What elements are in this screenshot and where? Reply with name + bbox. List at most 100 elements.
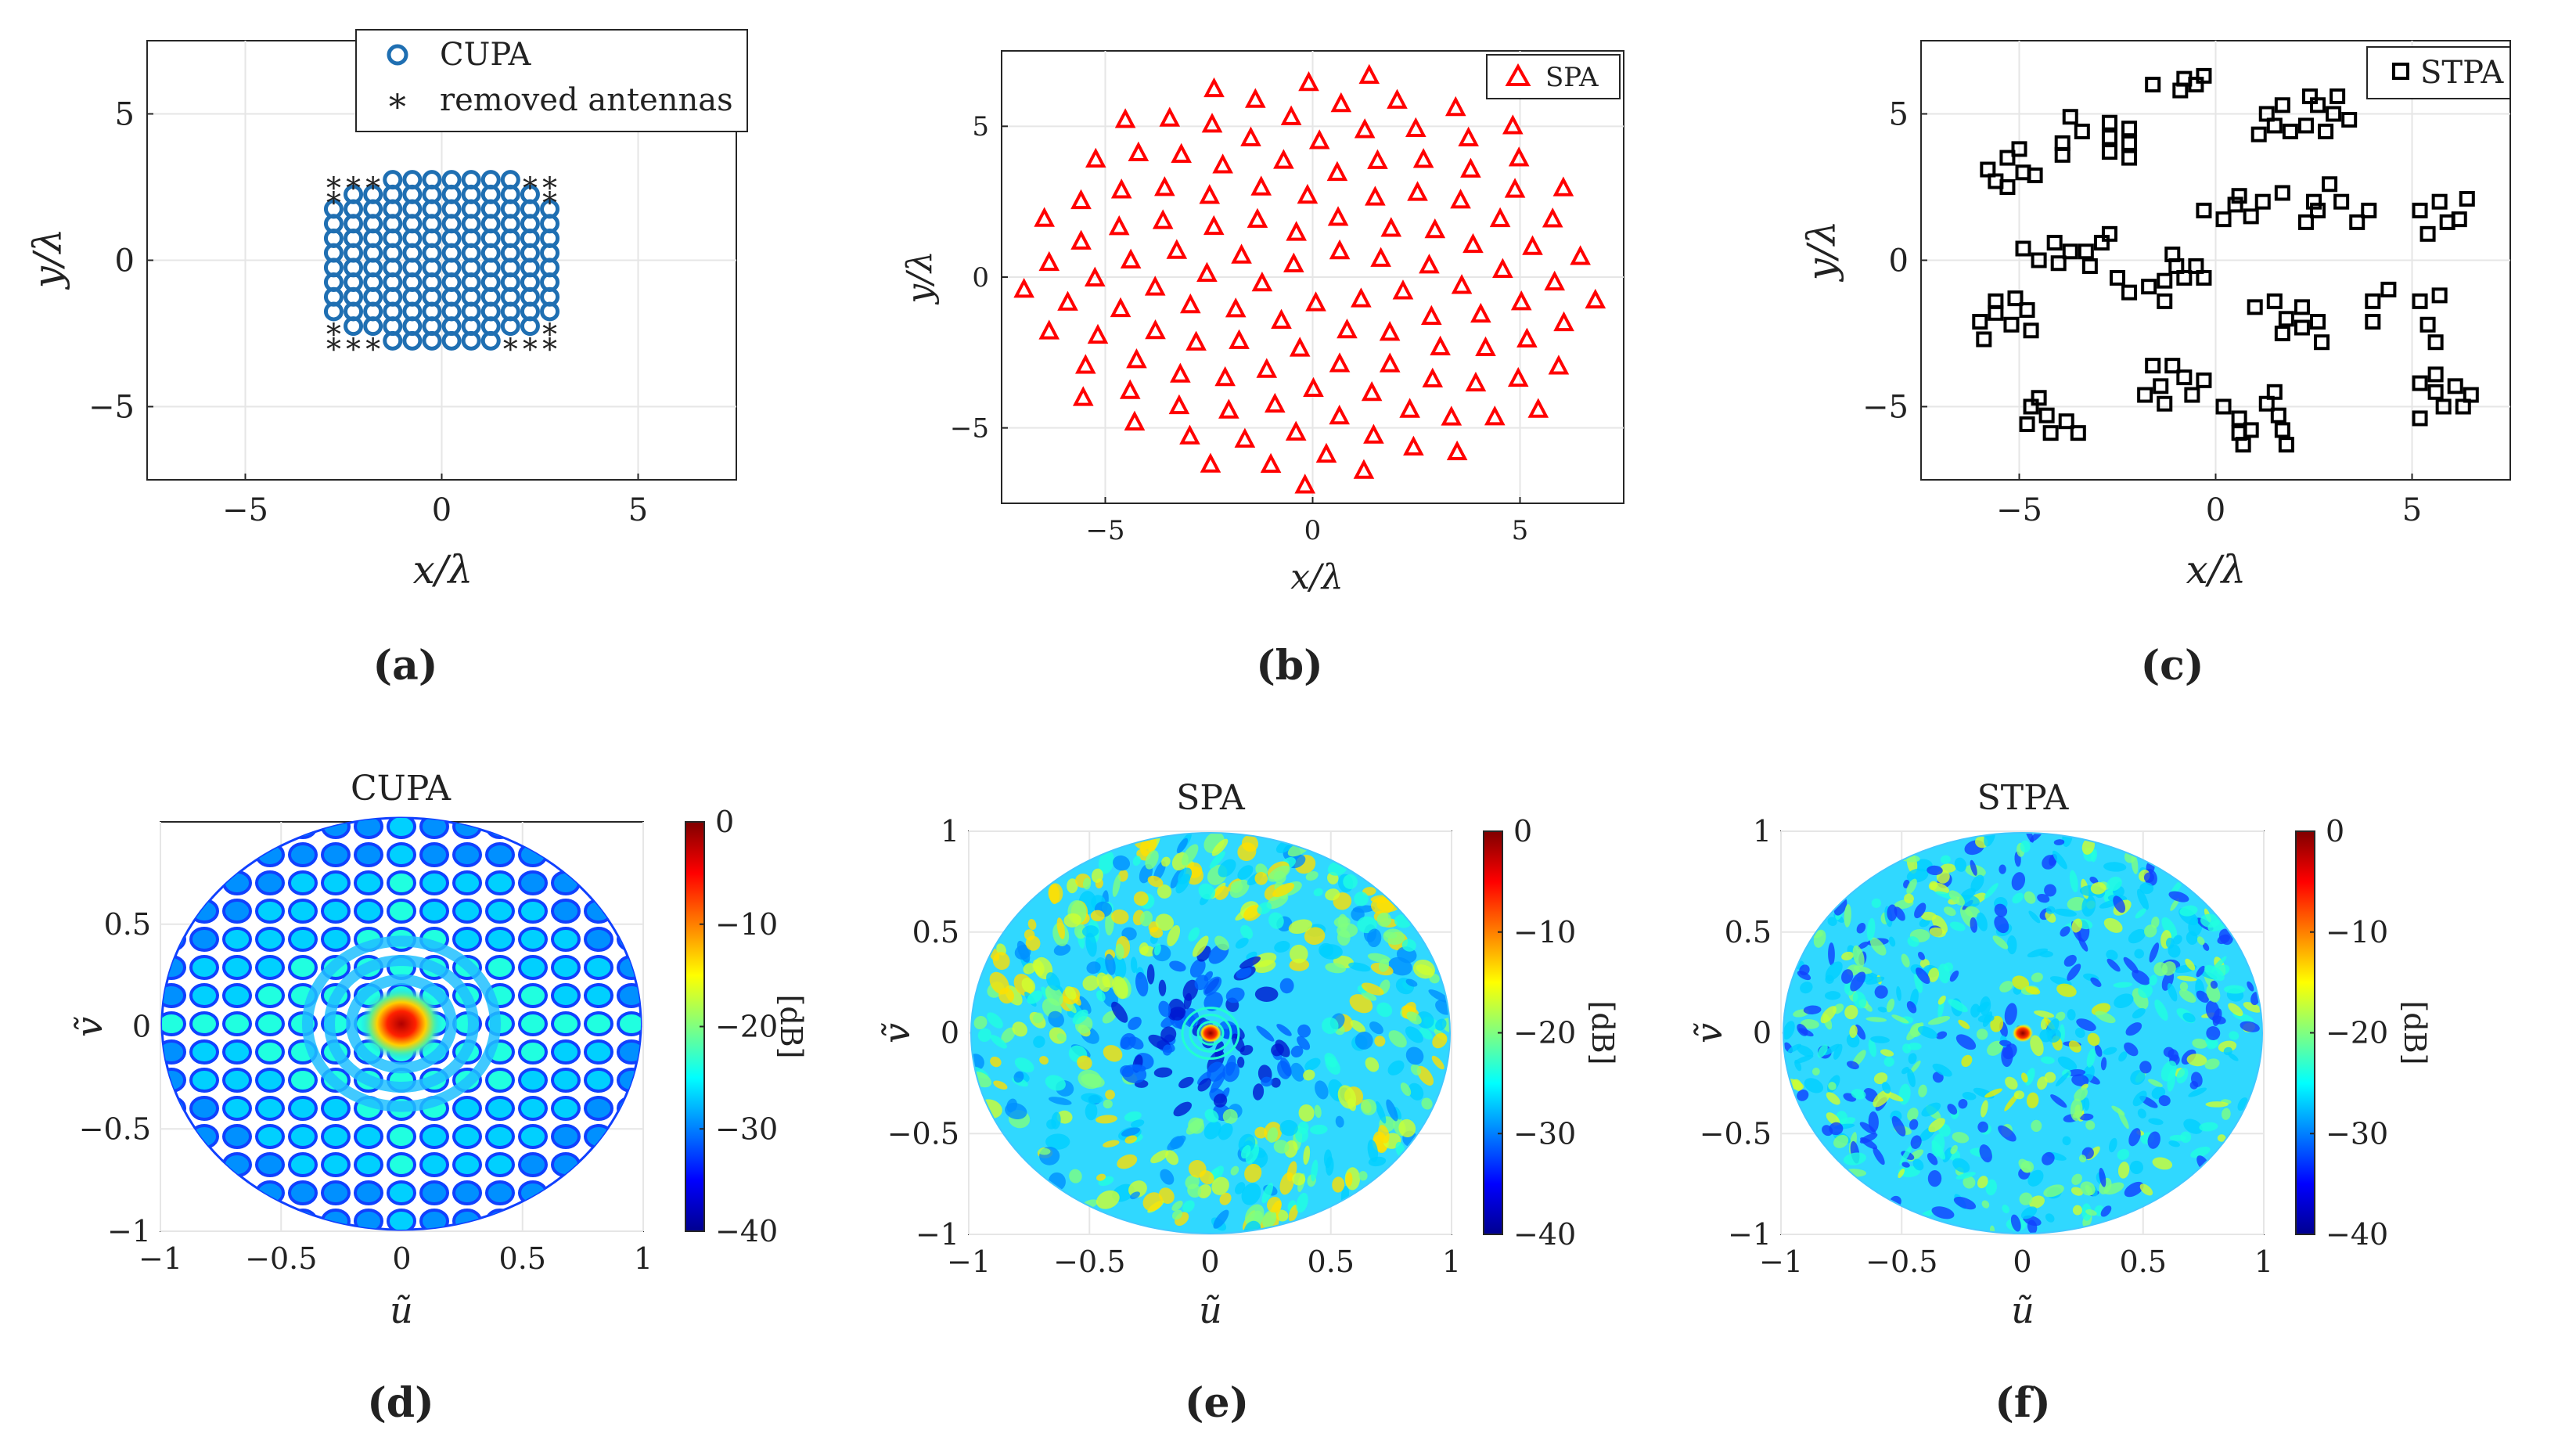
sidelobe-e — [990, 1056, 1002, 1068]
spa-antenna — [1087, 323, 1109, 344]
sidelobe-f — [2186, 931, 2198, 946]
sidelobe-f — [2081, 895, 2096, 917]
sidelobe-f — [1952, 1158, 1970, 1173]
removed-antenna: ∗ — [540, 312, 560, 346]
sidelobe-e — [1428, 989, 1450, 1003]
sidelobe-e — [1167, 998, 1186, 1021]
sidelobe-e — [1416, 1011, 1434, 1029]
stpa-antenna — [2380, 281, 2397, 297]
sidelobe-f — [2043, 1184, 2064, 1198]
sidelobe-f — [1955, 1034, 1977, 1050]
sidelobe-f — [2228, 1053, 2239, 1061]
sidelobe-d — [189, 1096, 219, 1121]
tick-label-y-d: −1 — [107, 1214, 151, 1248]
sidelobe-e — [1153, 943, 1161, 956]
spa-antenna — [1244, 88, 1266, 108]
sidelobe-f — [2172, 935, 2182, 945]
stpa-antenna — [2027, 168, 2043, 184]
stpa-antenna — [2038, 407, 2055, 423]
ring-d — [324, 955, 479, 1093]
sidelobe-f — [2202, 942, 2210, 951]
sidelobe-f — [1899, 1145, 1912, 1165]
sidelobe-d — [189, 1068, 219, 1093]
sidelobe-d — [584, 955, 613, 980]
marks-c — [1972, 67, 2479, 453]
sidelobe-f — [1871, 898, 1882, 908]
sidelobe-f — [1948, 999, 1968, 1013]
sidelobe-e — [1048, 1011, 1064, 1028]
stpa-antenna — [2419, 225, 2436, 242]
sidelobe-e — [1376, 912, 1392, 928]
sidelobe-d — [485, 955, 515, 980]
stpa-antenna — [2365, 293, 2381, 309]
sidelobe-f — [1907, 1068, 1916, 1088]
stpa-antenna — [2050, 255, 2067, 272]
sidelobe-f — [2044, 1072, 2056, 1083]
removed-antenna: ∗ — [540, 326, 560, 360]
legend-marker-spa — [1505, 63, 1531, 86]
colorbar-label-f: [dB] — [2398, 1001, 2432, 1065]
sidelobe-f — [2186, 1054, 2207, 1067]
sidelobe-f — [2199, 1122, 2218, 1132]
sidelobe-e — [1379, 958, 1390, 972]
sidelobe-f — [2139, 882, 2154, 895]
sidelobe-e — [1192, 935, 1209, 957]
sidelobe-d — [288, 842, 318, 867]
y-axis-label-d: ṽ — [68, 1017, 110, 1037]
sidelobe-f — [2095, 1011, 2116, 1024]
sidelobe-f — [2103, 862, 2127, 872]
stpa-antenna — [2157, 395, 2173, 412]
sidelobe-e — [1128, 1036, 1144, 1050]
tick-label-y-e: −0.5 — [887, 1116, 959, 1151]
sidelobe-d — [288, 1124, 318, 1149]
sidelobe-e — [1230, 881, 1243, 893]
sidelobe-d — [485, 1096, 515, 1121]
sidelobe-f — [1910, 1061, 1921, 1074]
stpa-antenna — [2145, 77, 2161, 93]
subfigure-label-e: (e) — [1185, 1379, 1249, 1427]
sidelobe-e — [1027, 990, 1043, 1004]
sidelobe-d — [354, 899, 383, 924]
sidelobe-d — [419, 870, 449, 895]
sidelobe-e — [1267, 1196, 1282, 1213]
sidelobe-d — [354, 842, 383, 867]
sidelobe-f — [2012, 892, 2024, 904]
sidelobe-f — [1987, 1040, 2004, 1056]
sidelobe-f — [1948, 890, 1965, 906]
stpa-antenna — [2301, 88, 2318, 105]
sidelobe-f — [1864, 1003, 1873, 1012]
sidelobe-f — [1931, 1206, 1955, 1219]
sidelobe-d — [321, 1124, 351, 1149]
sidelobe-e — [1112, 976, 1128, 1000]
sidelobe-e — [1124, 1111, 1142, 1122]
sidelobe-e — [1115, 943, 1124, 960]
spa-antenna — [1510, 290, 1532, 311]
spa-antenna — [1329, 239, 1351, 260]
spa-antenna — [1229, 329, 1250, 349]
sidelobe-f — [2074, 1087, 2088, 1102]
tick-label-y-e: 1 — [941, 814, 959, 848]
sidelobe-f — [2137, 1108, 2146, 1119]
sidelobe-e — [1332, 1176, 1345, 1193]
sidelobe-e — [1431, 1055, 1445, 1070]
sidelobe-e — [1081, 925, 1099, 938]
stpa-antenna — [2011, 141, 2027, 157]
tick-label-x-b: 5 — [1512, 515, 1529, 546]
spa-antenna — [1057, 290, 1078, 311]
sidelobe-f — [1901, 1162, 1910, 1168]
stpa-antenna — [2023, 398, 2039, 415]
tick-label-y-f: 1 — [1753, 814, 1772, 848]
sidelobe-f — [2078, 1155, 2087, 1163]
sidelobe-f — [2152, 1157, 2173, 1170]
ring-d — [346, 974, 457, 1074]
sidelobe-d — [255, 1068, 285, 1093]
sidelobe-e — [1279, 1119, 1298, 1137]
spa-antenna — [1379, 321, 1401, 341]
ticks-a: −5 0 5 −5 0 5 — [88, 97, 648, 529]
stpa-antenna — [2003, 316, 2020, 333]
sidelobe-e — [1236, 1057, 1245, 1068]
colorbar-tick-label-f: −40 — [2326, 1217, 2388, 1252]
stpa-antenna — [2172, 82, 2189, 99]
spa-antenna — [1264, 392, 1286, 413]
sidelobe-d — [584, 1068, 613, 1093]
